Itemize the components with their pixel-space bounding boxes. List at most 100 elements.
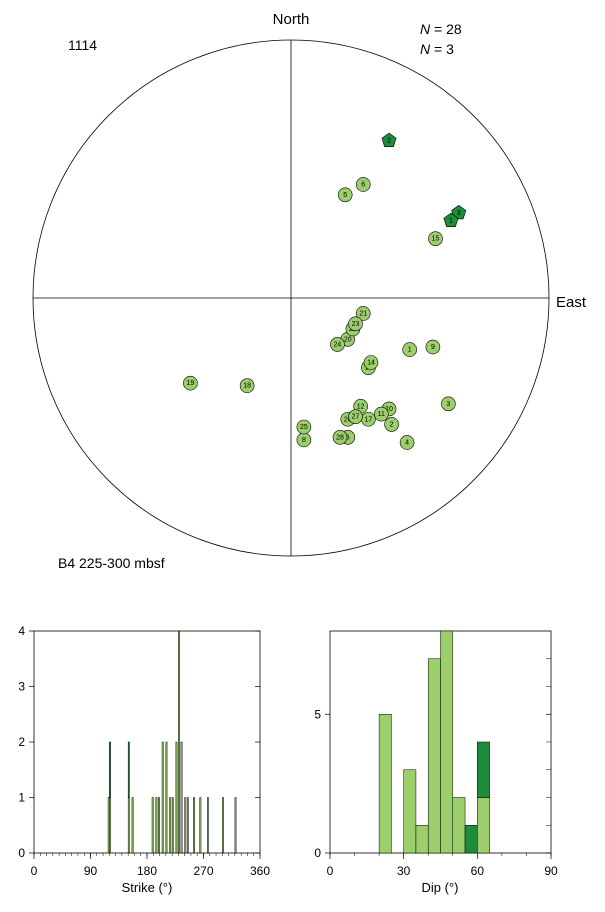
bar-light: [109, 797, 111, 854]
bar-light: [155, 797, 158, 854]
bar-light: [477, 797, 490, 854]
pole-marker: [425, 339, 441, 355]
pole-label: 19: [186, 380, 194, 387]
y-tick-label: 5: [314, 707, 321, 721]
bar-light: [234, 797, 237, 854]
pole-marker: [330, 337, 345, 352]
bin-2: [127, 741, 130, 854]
dip-histogram: 0 30 60 90 0 5 Dip (°): [314, 630, 558, 895]
interval-label: B4 225-300 mbsf: [58, 555, 165, 571]
pole-circle-16: 18: [239, 378, 255, 394]
bin-0: [378, 714, 392, 854]
pole-marker: [451, 204, 467, 220]
pole-label: 3: [457, 210, 461, 217]
n-value-2: = 3: [430, 41, 454, 57]
y-tick-label: 1: [18, 791, 25, 805]
pole-circle-2: 3: [441, 396, 456, 412]
pole-label: 6: [361, 181, 365, 188]
pole-marker: [348, 409, 363, 424]
pole-marker: [239, 378, 255, 394]
pole-marker: [363, 355, 379, 370]
bin-7: [161, 741, 164, 854]
pole-circle-1: 2: [384, 417, 399, 432]
bar-light: [184, 797, 187, 854]
pole-circle-17: 19: [183, 375, 198, 391]
bar-light: [186, 797, 189, 854]
n-count-2: N = 3: [420, 41, 454, 57]
pole-label: 5: [343, 192, 347, 199]
x-tick-label: 0: [31, 864, 38, 878]
bar-light: [161, 741, 164, 854]
bin-1: [109, 741, 111, 854]
bar-light: [452, 797, 466, 854]
pole-marker: [296, 419, 312, 435]
pole-marker: [381, 132, 397, 147]
bin-2: [415, 825, 429, 854]
pole-label: 6: [346, 434, 350, 441]
bar-light: [151, 797, 154, 854]
pole-label: 26: [344, 416, 352, 423]
bar-light: [378, 714, 392, 854]
pole-marker: [183, 375, 198, 391]
pole-label: 24: [334, 341, 342, 348]
pole-label: 20: [344, 336, 352, 343]
strike-bars: [107, 630, 237, 854]
pole-label: 25: [300, 424, 308, 431]
pole-label: 28: [336, 434, 344, 441]
pole-circle-0: 1: [402, 342, 417, 357]
bar-light: [165, 741, 168, 854]
pole-circle-5: 6: [355, 177, 371, 192]
strike-frame: [33, 630, 261, 854]
pole-circle-22: 24: [330, 337, 345, 352]
pole-marker: [399, 435, 415, 450]
east-label: East: [556, 294, 587, 311]
pole-label: 14: [367, 360, 375, 367]
bin-6: [464, 825, 478, 854]
pole-label: 27: [352, 414, 360, 421]
bar-light: [171, 797, 174, 854]
bin-7: [477, 741, 490, 854]
x-tick-label: 270: [193, 864, 213, 878]
pole-pentagon-2: 1: [443, 212, 459, 227]
bar-light: [131, 797, 134, 854]
bin-16: [193, 797, 195, 854]
bar-light: [403, 769, 417, 854]
stereonet: North East 1114 N = 28 N = 3 B4 225-300 …: [32, 11, 587, 571]
pole-label: 21: [359, 310, 367, 317]
bar-light: [222, 797, 224, 854]
pole-label: 1: [408, 347, 412, 354]
pole-marker: [428, 231, 443, 246]
pole-label: 11: [378, 411, 385, 418]
pole-circle-10: 11: [373, 406, 389, 422]
bar-dark: [464, 825, 478, 854]
pole-marker: [441, 396, 456, 412]
pole-label: 8: [302, 437, 306, 444]
pole-circle-21: 23: [348, 316, 363, 332]
bar-light: [415, 825, 429, 854]
x-tick-label: 180: [137, 864, 157, 878]
bar-light: [127, 797, 130, 854]
strike-axis-label: Strike (°): [122, 880, 173, 895]
bar-dark: [109, 741, 111, 798]
pole-circle-26: 28: [332, 430, 348, 445]
bin-13: [180, 741, 183, 854]
bin-11: [175, 741, 178, 854]
bar-light: [158, 797, 160, 854]
bar-dark: [127, 741, 130, 798]
pole-label: 3: [446, 401, 450, 408]
pole-label: 4: [405, 439, 409, 446]
y-tick-label: 4: [18, 624, 25, 638]
pole-marker: [384, 417, 399, 432]
pole-marker: [332, 430, 348, 445]
pole-label: 18: [243, 383, 251, 390]
x-tick-label: 0: [327, 864, 334, 878]
bin-4: [151, 797, 154, 854]
x-tick-label: 30: [397, 864, 411, 878]
pole-label: 23: [352, 321, 360, 328]
bar-light: [440, 630, 454, 854]
bar-light: [175, 741, 178, 854]
pole-marker: [355, 177, 371, 192]
pole-circle-13: 14: [363, 355, 379, 370]
bin-5: [155, 797, 158, 854]
pole-circle-23: 25: [296, 419, 312, 435]
